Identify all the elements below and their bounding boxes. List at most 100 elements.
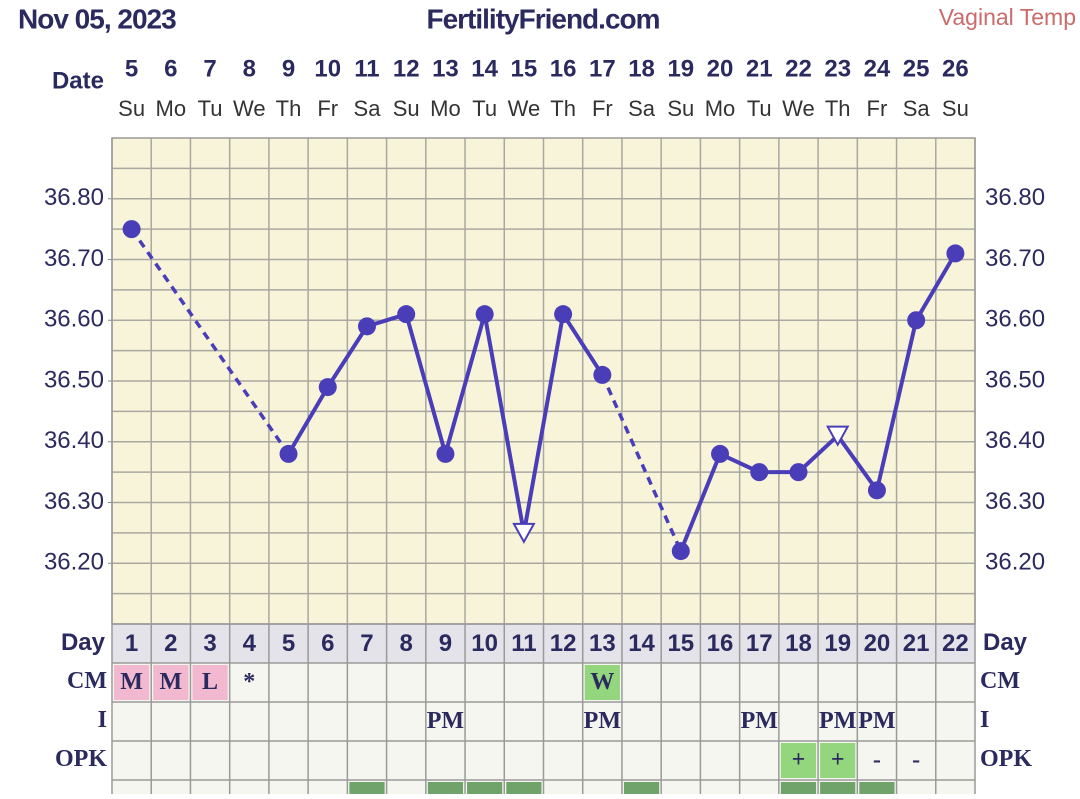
- partial-cell: [467, 782, 503, 794]
- temp-point: [436, 444, 455, 463]
- weekday: Su: [393, 96, 420, 121]
- row-label: I: [98, 707, 107, 733]
- date-number: 14: [471, 55, 498, 82]
- cell-text: M: [120, 669, 143, 695]
- date-number: 6: [164, 55, 177, 82]
- temp-point: [279, 444, 298, 463]
- date-number: 24: [864, 55, 891, 82]
- cell-text: PM: [858, 708, 895, 734]
- cell-text: M: [160, 669, 183, 695]
- weekday: Mo: [430, 96, 461, 121]
- weekday: Tu: [198, 96, 223, 121]
- gap-connector: [600, 374, 683, 552]
- cell-text: +: [831, 747, 845, 773]
- cycle-day: 12: [550, 630, 577, 657]
- cycle-day: 1: [125, 630, 138, 657]
- y-tick-label: 36.20: [44, 549, 104, 576]
- date-number: 25: [903, 55, 930, 82]
- date-number: 12: [393, 55, 420, 82]
- partial-cell: [349, 782, 385, 794]
- weekday: Mo: [156, 96, 187, 121]
- temp-point: [907, 311, 926, 330]
- cycle-day: 13: [589, 630, 616, 657]
- cycle-day: 4: [243, 630, 257, 657]
- y2-tick-label: 36.20: [985, 549, 1045, 576]
- y2-tick-label: 36.80: [985, 184, 1045, 211]
- open-triangle-point: [512, 522, 536, 544]
- cell-highlight: [153, 665, 189, 700]
- y-tick-label: 36.60: [44, 306, 104, 333]
- y-tick-label: 36.80: [44, 184, 104, 211]
- temp-point: [711, 444, 730, 463]
- cycle-day: 16: [707, 630, 734, 657]
- cycle-day: 18: [785, 630, 812, 657]
- day-label: Day: [61, 629, 106, 656]
- temp-point: [122, 220, 141, 239]
- weekday: Su: [118, 96, 145, 121]
- cycle-day: 10: [471, 630, 498, 657]
- cycle-day: 2: [164, 630, 177, 657]
- temp-point: [318, 378, 337, 397]
- date-number: 13: [432, 55, 459, 82]
- y-tick-label: 36.50: [44, 366, 104, 393]
- weekday: Fr: [867, 96, 888, 121]
- cycle-day: 9: [439, 630, 452, 657]
- cycle-day: 19: [824, 630, 851, 657]
- partial-cell: [623, 782, 660, 794]
- row-label-right: I: [980, 707, 989, 733]
- chart-date: Nov 05, 2023: [18, 3, 176, 34]
- temp-type: Vaginal Temp: [939, 4, 1076, 30]
- weekday: Sa: [354, 96, 382, 121]
- cell-text: PM: [819, 708, 856, 734]
- temp-point: [671, 542, 690, 561]
- weekday: We: [233, 96, 266, 121]
- partial-cell: [506, 782, 542, 794]
- temp-point: [397, 305, 416, 324]
- cell-highlight: [192, 665, 228, 700]
- cycle-day: 7: [360, 630, 373, 657]
- partial-cell: [427, 782, 464, 794]
- y2-tick-label: 36.60: [985, 306, 1045, 333]
- y-tick-label: 36.40: [44, 427, 104, 454]
- cell-text: W: [590, 669, 614, 695]
- temp-point: [789, 463, 808, 482]
- cell-highlight: [820, 743, 856, 778]
- date-number: 8: [243, 55, 256, 82]
- date-number: 10: [314, 55, 341, 82]
- y-tick-label: 36.70: [44, 245, 104, 272]
- cell-text: PM: [584, 708, 621, 734]
- temp-point: [554, 305, 573, 324]
- temp-point: [593, 365, 612, 384]
- weekday: Th: [276, 96, 302, 121]
- date-number: 11: [354, 55, 379, 82]
- cell-text: L: [202, 669, 218, 695]
- weekday: Fr: [317, 96, 338, 121]
- cell-text: -: [912, 747, 920, 773]
- weekday: Su: [942, 96, 969, 121]
- partial-cell: [859, 782, 895, 794]
- cell-text: *: [243, 669, 255, 695]
- temp-point: [475, 305, 494, 324]
- date-number: 15: [511, 55, 538, 82]
- date-number: 19: [667, 55, 694, 82]
- date-number: 16: [550, 55, 577, 82]
- date-number: 21: [746, 55, 773, 82]
- date-number: 5: [125, 55, 138, 82]
- row-label: OPK: [55, 746, 107, 772]
- cycle-day: 14: [628, 630, 655, 657]
- weekday: Tu: [472, 96, 497, 121]
- weekday: Su: [667, 96, 694, 121]
- date-label: Date: [52, 67, 104, 94]
- y2-tick-label: 36.50: [985, 366, 1045, 393]
- cycle-day: 8: [400, 630, 413, 657]
- partial-cell: [780, 782, 817, 794]
- date-number: 17: [589, 55, 616, 82]
- cycle-day: 22: [942, 630, 969, 657]
- cell-text: PM: [427, 708, 464, 734]
- cycle-day: 3: [203, 630, 216, 657]
- date-number: 26: [942, 55, 969, 82]
- date-number: 23: [824, 55, 851, 82]
- cycle-day: 5: [282, 630, 295, 657]
- weekday: Sa: [903, 96, 931, 121]
